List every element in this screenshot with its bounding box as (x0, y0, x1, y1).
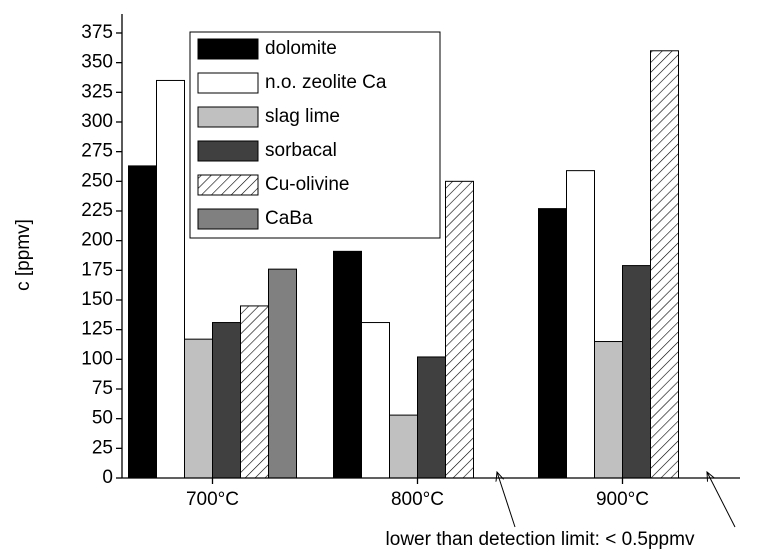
y-tick-label: 350 (81, 52, 113, 73)
y-tick-label: 150 (81, 289, 113, 310)
bar (333, 250, 362, 479)
y-tick-label: 275 (81, 141, 113, 162)
y-tick-label: 300 (81, 111, 113, 132)
x-tick-label: 700°C (186, 489, 239, 510)
bar (389, 414, 418, 479)
bar (538, 208, 567, 479)
legend-label: CaBa (265, 208, 313, 229)
legend-label: slag lime (265, 106, 340, 127)
bar (594, 341, 623, 479)
legend-swatch (197, 208, 259, 230)
legend-swatch (197, 140, 259, 162)
bar (417, 356, 446, 479)
bar (240, 305, 269, 479)
annotation-arrow (497, 472, 516, 528)
annotation: lower than detection limit: < 0.5ppmv (386, 529, 695, 550)
legend-label: dolomite (265, 38, 337, 59)
legend-label: Cu-olivine (265, 174, 349, 195)
y-axis-label: c [ppmv] (13, 219, 34, 291)
y-tick-label: 375 (81, 22, 113, 43)
bar (566, 170, 595, 479)
bar (361, 322, 390, 479)
y-tick-label: 100 (81, 348, 113, 369)
legend-swatch (197, 72, 259, 94)
y-tick-label: 0 (102, 467, 113, 488)
bar (212, 322, 241, 479)
bar (128, 165, 157, 479)
bar (184, 338, 213, 479)
legend-label: n.o. zeolite Ca (265, 72, 387, 93)
y-tick-label: 250 (81, 170, 113, 191)
annotation-arrow (707, 472, 736, 528)
y-tick-label: 175 (81, 259, 113, 280)
x-tick-label: 900°C (596, 489, 649, 510)
legend-swatch (197, 174, 259, 196)
legend-swatch (197, 38, 259, 60)
y-tick-label: 50 (92, 408, 113, 429)
legend-label: sorbacal (265, 140, 337, 161)
y-tick-label: 200 (81, 230, 113, 251)
bar (622, 265, 651, 479)
bar (650, 50, 679, 479)
y-tick-label: 125 (81, 319, 113, 340)
bar (268, 268, 297, 479)
y-tick-label: 225 (81, 200, 113, 221)
bar (156, 79, 185, 479)
legend-swatch (197, 106, 259, 128)
y-tick-label: 325 (81, 81, 113, 102)
y-tick-label: 25 (92, 437, 113, 458)
bar (445, 180, 474, 479)
x-tick-label: 800°C (391, 489, 444, 510)
legend-box (189, 31, 441, 239)
y-tick-label: 75 (92, 378, 113, 399)
